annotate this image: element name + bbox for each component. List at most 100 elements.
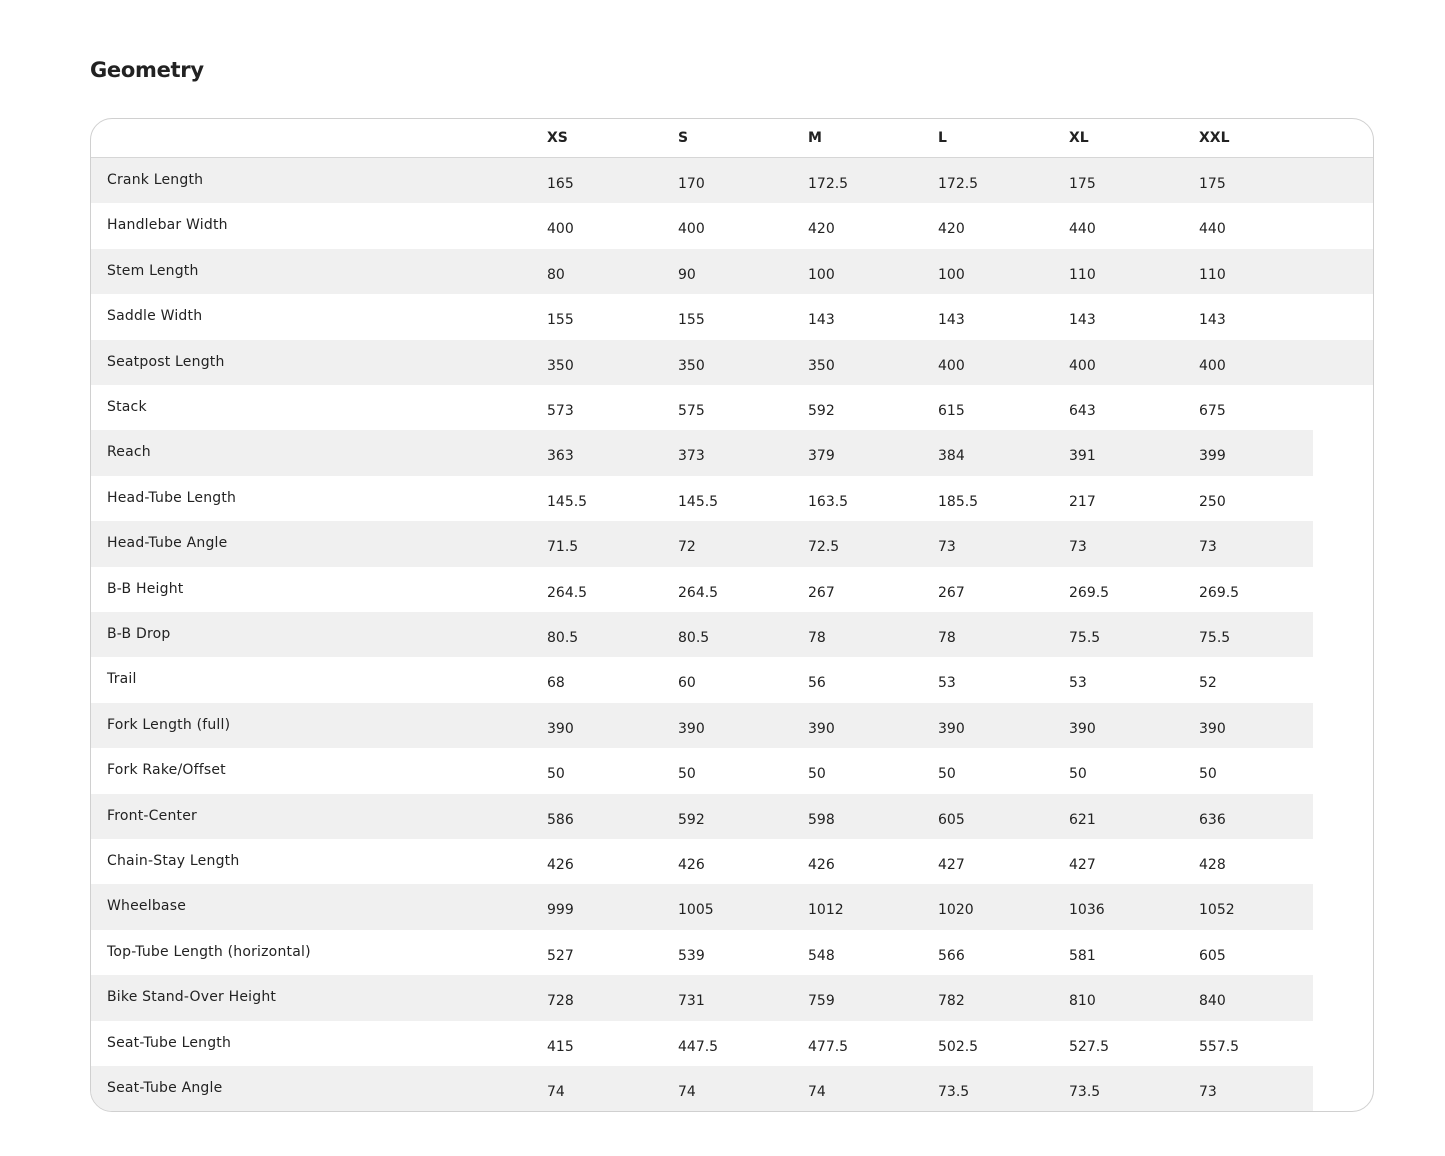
cell-value: 400: [678, 221, 705, 238]
cell-value: 73: [1199, 1084, 1217, 1100]
cell-value: 155: [547, 312, 574, 329]
cell-value: 100: [938, 266, 965, 283]
cell-value: 427: [938, 857, 965, 873]
cell-value: 165: [547, 176, 574, 192]
table-row: Seatpost Length 350 350 350 400 400 400: [91, 339, 1373, 385]
cell-value: 557.5: [1199, 1038, 1240, 1055]
table-row: Chain-Stay Length 426 426 426 427 427 428: [91, 839, 1313, 884]
row-label: Wheelbase: [107, 898, 187, 915]
cell-value: 74: [547, 1084, 565, 1100]
cell-value: 264.5: [678, 584, 719, 601]
cell-value: 400: [547, 221, 574, 238]
table-row: Fork Length (full) 390 390 390 390 390 390: [91, 702, 1313, 749]
cell-value: 269.5: [1199, 584, 1240, 601]
cell-value: 74: [678, 1084, 696, 1100]
cell-value: 267: [808, 584, 835, 601]
cell-value: 426: [547, 857, 574, 873]
table-header-row: XS S M L XL XXL: [91, 119, 1373, 158]
cell-value: 73: [1069, 539, 1087, 556]
table-row: B-B Height 264.5 264.5 267 267 269.5 269.5: [91, 567, 1313, 612]
row-label: Reach: [107, 444, 151, 461]
cell-value: 73: [1199, 539, 1217, 556]
cell-value: 440: [1199, 221, 1226, 238]
cell-value: 548: [808, 947, 835, 964]
cell-value: 143: [1069, 312, 1096, 329]
cell-value: 840: [1199, 993, 1226, 1010]
cell-value: 390: [678, 720, 705, 737]
cell-value: 477.5: [808, 1038, 849, 1055]
table-row: Head-Tube Angle 71.5 72 72.5 73 73 73: [91, 521, 1313, 567]
cell-value: 250: [1199, 493, 1226, 510]
cell-value: 143: [808, 312, 835, 329]
column-header-s: S: [678, 130, 689, 146]
cell-value: 566: [938, 947, 965, 964]
cell-value: 447.5: [678, 1038, 719, 1055]
cell-value: 71.5: [547, 539, 579, 556]
cell-value: 586: [547, 811, 574, 828]
cell-value: 75.5: [1069, 630, 1101, 646]
cell-value: 175: [1199, 176, 1226, 192]
cell-value: 350: [547, 357, 574, 374]
cell-value: 100: [808, 266, 835, 283]
cell-value: 810: [1069, 993, 1096, 1010]
row-label: Handlebar Width: [107, 217, 228, 234]
column-header-xs: XS: [547, 130, 568, 146]
cell-value: 527.5: [1069, 1038, 1110, 1055]
cell-value: 643: [1069, 403, 1096, 419]
cell-value: 400: [1069, 357, 1096, 374]
cell-value: 1052: [1199, 902, 1235, 919]
table-row: Wheelbase 999 1005 1012 1020 1036 1052: [91, 884, 1313, 930]
column-header-xxl: XXL: [1199, 130, 1230, 146]
table-row: Handlebar Width 400 400 420 420 440 440: [91, 203, 1373, 248]
cell-value: 420: [938, 221, 965, 238]
row-label: Saddle Width: [107, 308, 203, 325]
cell-value: 175: [1069, 176, 1096, 192]
table-row: Trail 68 60 56 53 53 52: [91, 657, 1313, 702]
row-label: Seat-Tube Angle: [107, 1080, 223, 1096]
cell-value: 68: [547, 675, 565, 692]
cell-value: 73.5: [938, 1084, 970, 1100]
cell-value: 145.5: [547, 493, 588, 510]
row-label: Seatpost Length: [107, 353, 225, 370]
cell-value: 72: [678, 539, 696, 556]
cell-value: 163.5: [808, 493, 849, 510]
row-label: Fork Length (full): [107, 716, 231, 733]
table-row: Reach 363 373 379 384 391 399: [91, 430, 1313, 476]
row-label: Bike Stand-Over Height: [107, 989, 277, 1006]
cell-value: 50: [1199, 766, 1217, 783]
cell-value: 52: [1199, 675, 1217, 692]
cell-value: 269.5: [1069, 584, 1110, 601]
cell-value: 539: [678, 947, 705, 964]
cell-value: 75.5: [1199, 630, 1231, 646]
cell-value: 502.5: [938, 1038, 979, 1055]
cell-value: 759: [808, 993, 835, 1010]
cell-value: 390: [1199, 720, 1226, 737]
cell-value: 527: [547, 947, 574, 964]
cell-value: 363: [547, 448, 574, 465]
table-row: Front-Center 586 592 598 605 621 636: [91, 793, 1313, 839]
cell-value: 53: [1069, 675, 1087, 692]
table-row: Bike Stand-Over Height 728 731 759 782 810 840: [91, 975, 1313, 1021]
cell-value: 50: [808, 766, 826, 783]
cell-value: 350: [808, 357, 835, 374]
row-label: Trail: [107, 671, 137, 688]
cell-value: 390: [808, 720, 835, 737]
table-row: Crank Length 165 170 172.5 172.5 175 175: [91, 158, 1373, 204]
cell-value: 598: [808, 811, 835, 828]
cell-value: 53: [938, 675, 956, 692]
cell-value: 1005: [678, 902, 714, 919]
cell-value: 217: [1069, 493, 1096, 510]
cell-value: 72.5: [808, 539, 840, 556]
cell-value: 74: [808, 1084, 826, 1100]
table-row: Seat-Tube Length 415 447.5 477.5 502.5 527.5 5…: [91, 1021, 1313, 1066]
row-label: Crank Length: [107, 172, 204, 188]
cell-value: 50: [938, 766, 956, 783]
cell-value: 427: [1069, 857, 1096, 873]
cell-value: 426: [678, 857, 705, 873]
cell-value: 575: [678, 403, 705, 419]
cell-value: 110: [1199, 266, 1226, 283]
cell-value: 155: [678, 312, 705, 329]
cell-value: 379: [808, 448, 835, 465]
cell-value: 390: [547, 720, 574, 737]
row-label: Fork Rake/Offset: [107, 762, 226, 779]
